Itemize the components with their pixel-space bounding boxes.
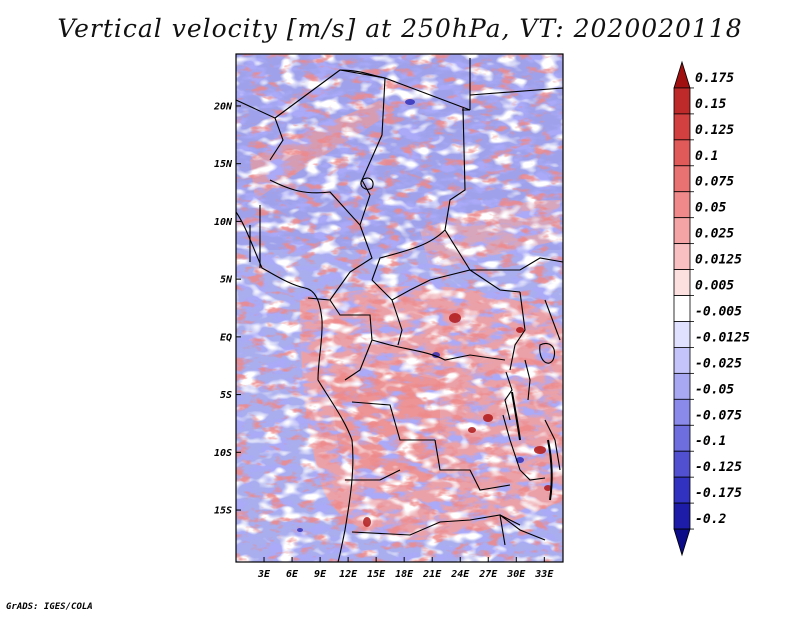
colorbar-swatch bbox=[673, 372, 691, 400]
colorbar-swatch bbox=[673, 113, 691, 141]
colorbar-label: 0.15 bbox=[695, 97, 726, 112]
colorbar-swatch bbox=[673, 424, 691, 452]
colorbar-swatch bbox=[673, 165, 691, 193]
colorbar-label: 0.1 bbox=[695, 149, 718, 164]
lat-tick-label: 5N bbox=[220, 275, 233, 286]
lon-tick-label: 6E bbox=[286, 569, 299, 580]
colorbar-swatch bbox=[673, 398, 691, 426]
lat-tick-label: 10N bbox=[214, 217, 233, 228]
colorbar-label: -0.05 bbox=[695, 382, 734, 397]
colorbar-label: -0.1 bbox=[695, 434, 726, 449]
colorbar-label: 0.0125 bbox=[695, 253, 742, 268]
colorbar-label: 0.005 bbox=[695, 279, 734, 294]
lat-tick-label: EQ bbox=[220, 332, 232, 343]
map-frame bbox=[235, 53, 564, 563]
lon-tick-label: 21E bbox=[422, 569, 442, 580]
lon-tick-label: 9E bbox=[314, 569, 327, 580]
colorbar-label: 0.075 bbox=[695, 175, 734, 190]
colorbar-swatch bbox=[673, 269, 691, 296]
lat-tick-label: 5S bbox=[220, 390, 232, 401]
colorbar-label: -0.075 bbox=[695, 408, 742, 423]
country-borders bbox=[236, 58, 563, 562]
colorbar-label: -0.2 bbox=[695, 512, 726, 527]
lat-tick-label: 15N bbox=[214, 159, 233, 170]
colorbar-swatch bbox=[673, 295, 691, 322]
lon-tick-label: 30E bbox=[506, 569, 526, 580]
lon-tick-label: 18E bbox=[395, 569, 414, 580]
colorbar-label: -0.005 bbox=[695, 304, 742, 319]
lon-tick-label: 12E bbox=[339, 569, 358, 580]
lon-tick-label: 15E bbox=[367, 569, 386, 580]
lon-tick-label: 24E bbox=[450, 569, 470, 580]
colorbar-swatch bbox=[673, 217, 691, 245]
colorbar-label: -0.175 bbox=[695, 486, 742, 501]
longitude-axis: 3E 6E 9E 12E 15E 18E 21E 24E 27E 30E 33E bbox=[257, 557, 554, 580]
colorbar: 0.175 0.15 0.125 0.1 0.075 0.05 0.025 0.0125 0.0… bbox=[673, 60, 750, 557]
colorbar-label: -0.125 bbox=[695, 460, 742, 475]
colorbar-label: 0.125 bbox=[695, 123, 734, 138]
colorbar-swatch bbox=[673, 191, 691, 219]
colorbar-swatch bbox=[673, 450, 691, 478]
colorbar-label: -0.0125 bbox=[695, 330, 750, 345]
colorbar-swatch bbox=[673, 87, 691, 115]
map-title: Vertical velocity [m/s] at 250hPa, VT: 2… bbox=[57, 14, 743, 43]
colorbar-swatch bbox=[673, 321, 691, 348]
colorbar-label: 0.05 bbox=[695, 201, 726, 216]
colorbar-swatch bbox=[673, 528, 691, 557]
colorbar-label: 0.175 bbox=[695, 71, 734, 86]
colorbar-swatch bbox=[673, 243, 691, 270]
colorbar-swatch bbox=[673, 502, 691, 530]
lon-tick-label: 27E bbox=[478, 569, 498, 580]
lon-tick-label: 3E bbox=[257, 569, 271, 580]
colorbar-swatch bbox=[673, 139, 691, 167]
lat-tick-label: 10S bbox=[214, 448, 232, 459]
colorbar-label: -0.025 bbox=[695, 356, 742, 371]
colorbar-swatch bbox=[673, 347, 691, 374]
latitude-axis: 20N 15N 10N 5N EQ 5S 10S 15S bbox=[213, 101, 241, 517]
colorbar-label: 0.025 bbox=[695, 227, 734, 242]
colorbar-swatch bbox=[673, 60, 691, 89]
grads-credit: GrADS: IGES/COLA bbox=[6, 602, 93, 612]
lon-tick-label: 33E bbox=[534, 569, 554, 580]
colorbar-swatch bbox=[673, 476, 691, 504]
lat-tick-label: 15S bbox=[214, 506, 232, 517]
lat-tick-label: 20N bbox=[213, 101, 233, 112]
vertical-velocity-field bbox=[236, 54, 563, 562]
